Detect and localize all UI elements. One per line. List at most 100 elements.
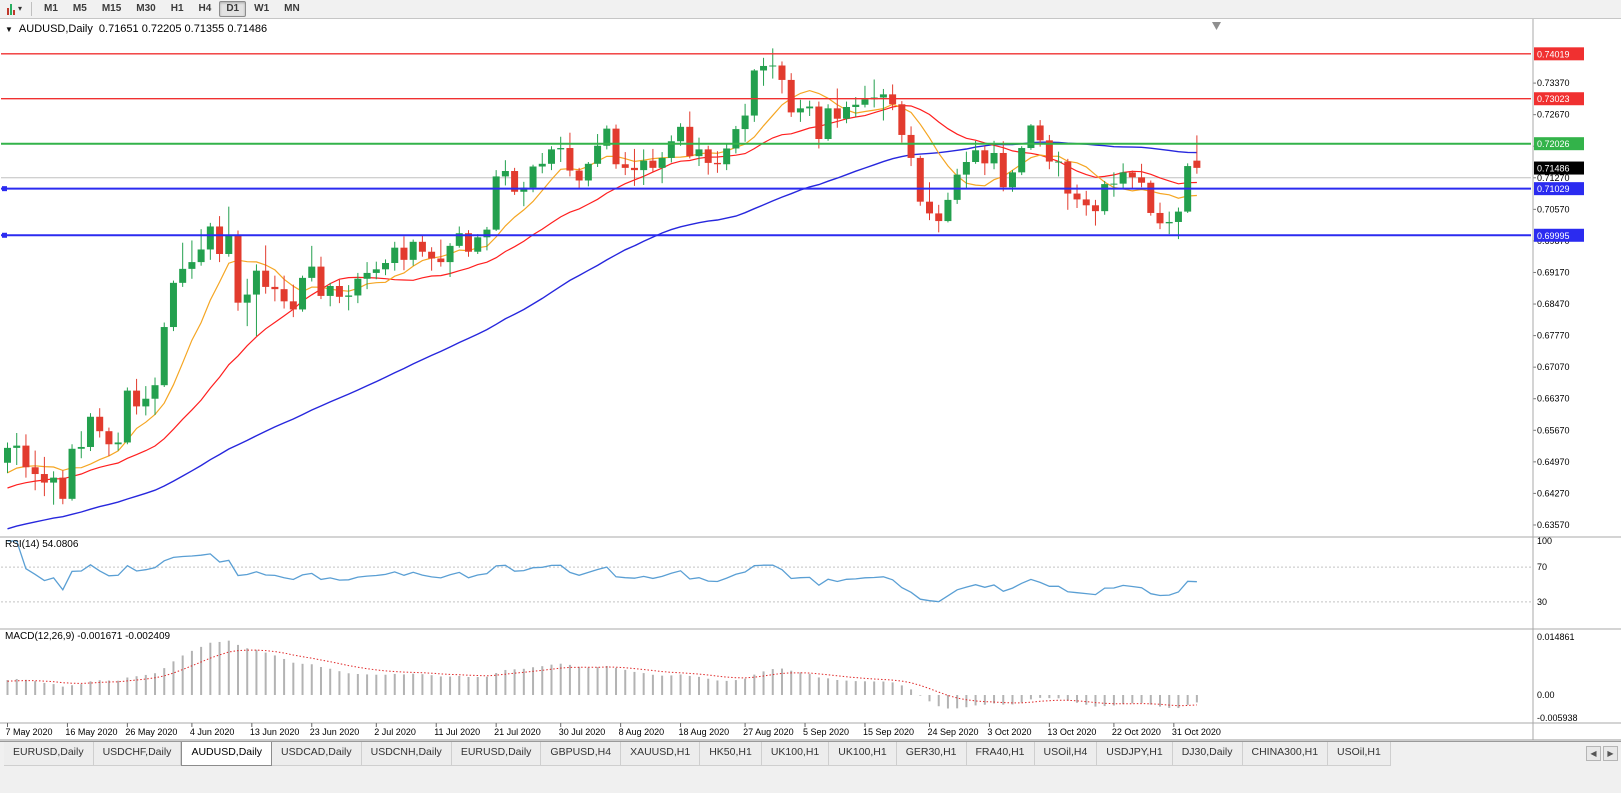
horizontal-line-handle[interactable]: [2, 186, 7, 192]
symbol-tab-eurusd-daily[interactable]: EURUSD,Daily: [4, 742, 94, 766]
date-axis-label: 7 May 2020: [6, 727, 53, 737]
tabbar-scroll-left-button[interactable]: ◀: [1586, 746, 1601, 761]
horizontal-line-handle[interactable]: [2, 232, 7, 238]
symbol-tab-uk100-h1[interactable]: UK100,H1: [761, 742, 830, 766]
price-axis-label: 0.63570: [1537, 520, 1570, 530]
candle-body: [123, 390, 131, 443]
symbol-tab-usoil-h1[interactable]: USOil,H1: [1328, 742, 1391, 766]
candle-body: [547, 149, 555, 164]
timeframe-button-m5[interactable]: M5: [72, 3, 87, 14]
tabbar-scroll-right-button[interactable]: ▶: [1603, 746, 1618, 761]
price-axis-label: 0.67070: [1537, 362, 1570, 372]
date-axis-label: 5 Sep 2020: [803, 727, 849, 737]
chart-shift-marker[interactable]: [1212, 22, 1221, 30]
symbol-tab-usdchf-daily[interactable]: USDCHF,Daily: [93, 742, 182, 766]
date-axis-label: 23 Jun 2020: [310, 727, 360, 737]
candle-body: [916, 157, 924, 202]
price-axis-label: 0.66370: [1537, 394, 1570, 404]
symbol-tab-hk50-h1[interactable]: HK50,H1: [700, 742, 762, 766]
candle-body: [741, 115, 749, 130]
chart-window-bg: [0, 19, 1621, 740]
candle-body: [778, 65, 786, 80]
date-axis-label: 2 Jul 2020: [374, 727, 416, 737]
candle-body: [1027, 125, 1035, 149]
symbol-tab-usdcad-daily[interactable]: USDCAD,Daily: [272, 742, 362, 766]
rsi-value: 54.0806: [42, 539, 79, 550]
symbol-tab-audusd-daily[interactable]: AUDUSD,Daily: [181, 742, 273, 766]
timeframe-button-m1[interactable]: M1: [44, 3, 58, 14]
candle-body: [566, 148, 574, 171]
price-axis-label: 0.73370: [1537, 78, 1570, 88]
candle-body: [169, 282, 177, 328]
timeframe-button-m30[interactable]: M30: [136, 3, 156, 14]
symbol-tab-china300-h1[interactable]: CHINA300,H1: [1242, 742, 1329, 766]
symbol-tab-eurusd-daily[interactable]: EURUSD,Daily: [451, 742, 542, 766]
symbol-tab-usoil-h4[interactable]: USOil,H4: [1034, 742, 1098, 766]
timeframe-button-m15[interactable]: M15: [101, 3, 122, 14]
price-line-badge: [1534, 47, 1584, 61]
candle-body: [972, 150, 980, 162]
symbol-tab-usdcnh-daily[interactable]: USDCNH,Daily: [361, 742, 452, 766]
date-axis-label: 21 Jul 2020: [494, 727, 541, 737]
candle-body: [446, 245, 454, 263]
symbol-tab-usdjpy-h1[interactable]: USDJPY,H1: [1097, 742, 1173, 766]
chart-periods-button[interactable]: ▾: [3, 1, 26, 17]
timeframe-button-h4[interactable]: H4: [198, 3, 212, 14]
macd-axis-label: -0.005938: [1537, 713, 1578, 723]
candle-body: [520, 187, 528, 192]
candle-body: [1036, 125, 1044, 141]
candle-body: [59, 477, 67, 499]
symbol-tab-fra40-h1[interactable]: FRA40,H1: [966, 742, 1035, 766]
price-axis-label: 0.70570: [1537, 204, 1570, 214]
candle-body: [962, 162, 970, 175]
symbol-tab-uk100-h1[interactable]: UK100,H1: [829, 742, 897, 766]
date-axis-label: 13 Jun 2020: [250, 727, 300, 737]
candle-body: [1082, 199, 1090, 206]
candle-body: [234, 235, 242, 303]
candle-body: [686, 126, 694, 157]
candle-body: [252, 270, 260, 295]
candle-body: [529, 166, 537, 188]
candle-body: [455, 233, 463, 246]
price-axis-label: 0.64270: [1537, 488, 1570, 498]
price-axis-label: 0.65670: [1537, 425, 1570, 435]
symbol-tab-xauusd-h1[interactable]: XAUUSD,H1: [621, 742, 701, 766]
date-axis-label: 18 Aug 2020: [679, 727, 730, 737]
symbol-tab-dj30-daily[interactable]: DJ30,Daily: [1172, 742, 1243, 766]
candle-body: [1091, 205, 1099, 212]
moving-average-line-8: [7, 89, 1197, 474]
candle-body: [345, 295, 353, 297]
candle-body: [437, 258, 445, 263]
tabbar-scroll-buttons: ◀ ▶: [1583, 742, 1621, 765]
candle-body: [667, 141, 675, 158]
bar-chart-icon: [7, 3, 15, 15]
date-axis-label: 27 Aug 2020: [743, 727, 794, 737]
price-line-badge-label: 0.72026: [1537, 139, 1570, 149]
symbol-tab-gbpusd-h4[interactable]: GBPUSD,H4: [541, 742, 622, 766]
candle-body: [289, 301, 297, 310]
rsi-name: RSI(14): [5, 539, 40, 550]
candle-body: [105, 431, 113, 445]
price-line-badge: [1534, 92, 1584, 106]
symbol-tab-ger30-h1[interactable]: GER30,H1: [896, 742, 967, 766]
candle-body: [1018, 148, 1026, 173]
price-axis-label: 0.68470: [1537, 299, 1570, 309]
candle-body: [621, 164, 629, 168]
candle-body: [723, 148, 731, 165]
candle-body: [1073, 193, 1081, 200]
one-click-panel-toggle-icon[interactable]: ▼: [5, 24, 13, 34]
candle-body: [750, 70, 758, 116]
dropdown-caret-icon: ▾: [18, 4, 23, 13]
timeframe-button-mn[interactable]: MN: [284, 3, 300, 14]
timeframe-button-h1[interactable]: H1: [170, 3, 184, 14]
date-axis-label: 16 May 2020: [65, 727, 117, 737]
price-axis-label: 0.67770: [1537, 331, 1570, 341]
candle-body: [409, 241, 417, 260]
candle-body: [13, 445, 21, 448]
candle-body: [935, 213, 943, 222]
timeframe-button-d1[interactable]: D1: [219, 1, 247, 17]
candle-body: [815, 106, 823, 140]
macd-values: -0.001671 -0.002409: [77, 631, 171, 642]
timeframe-button-w1[interactable]: W1: [254, 3, 270, 14]
